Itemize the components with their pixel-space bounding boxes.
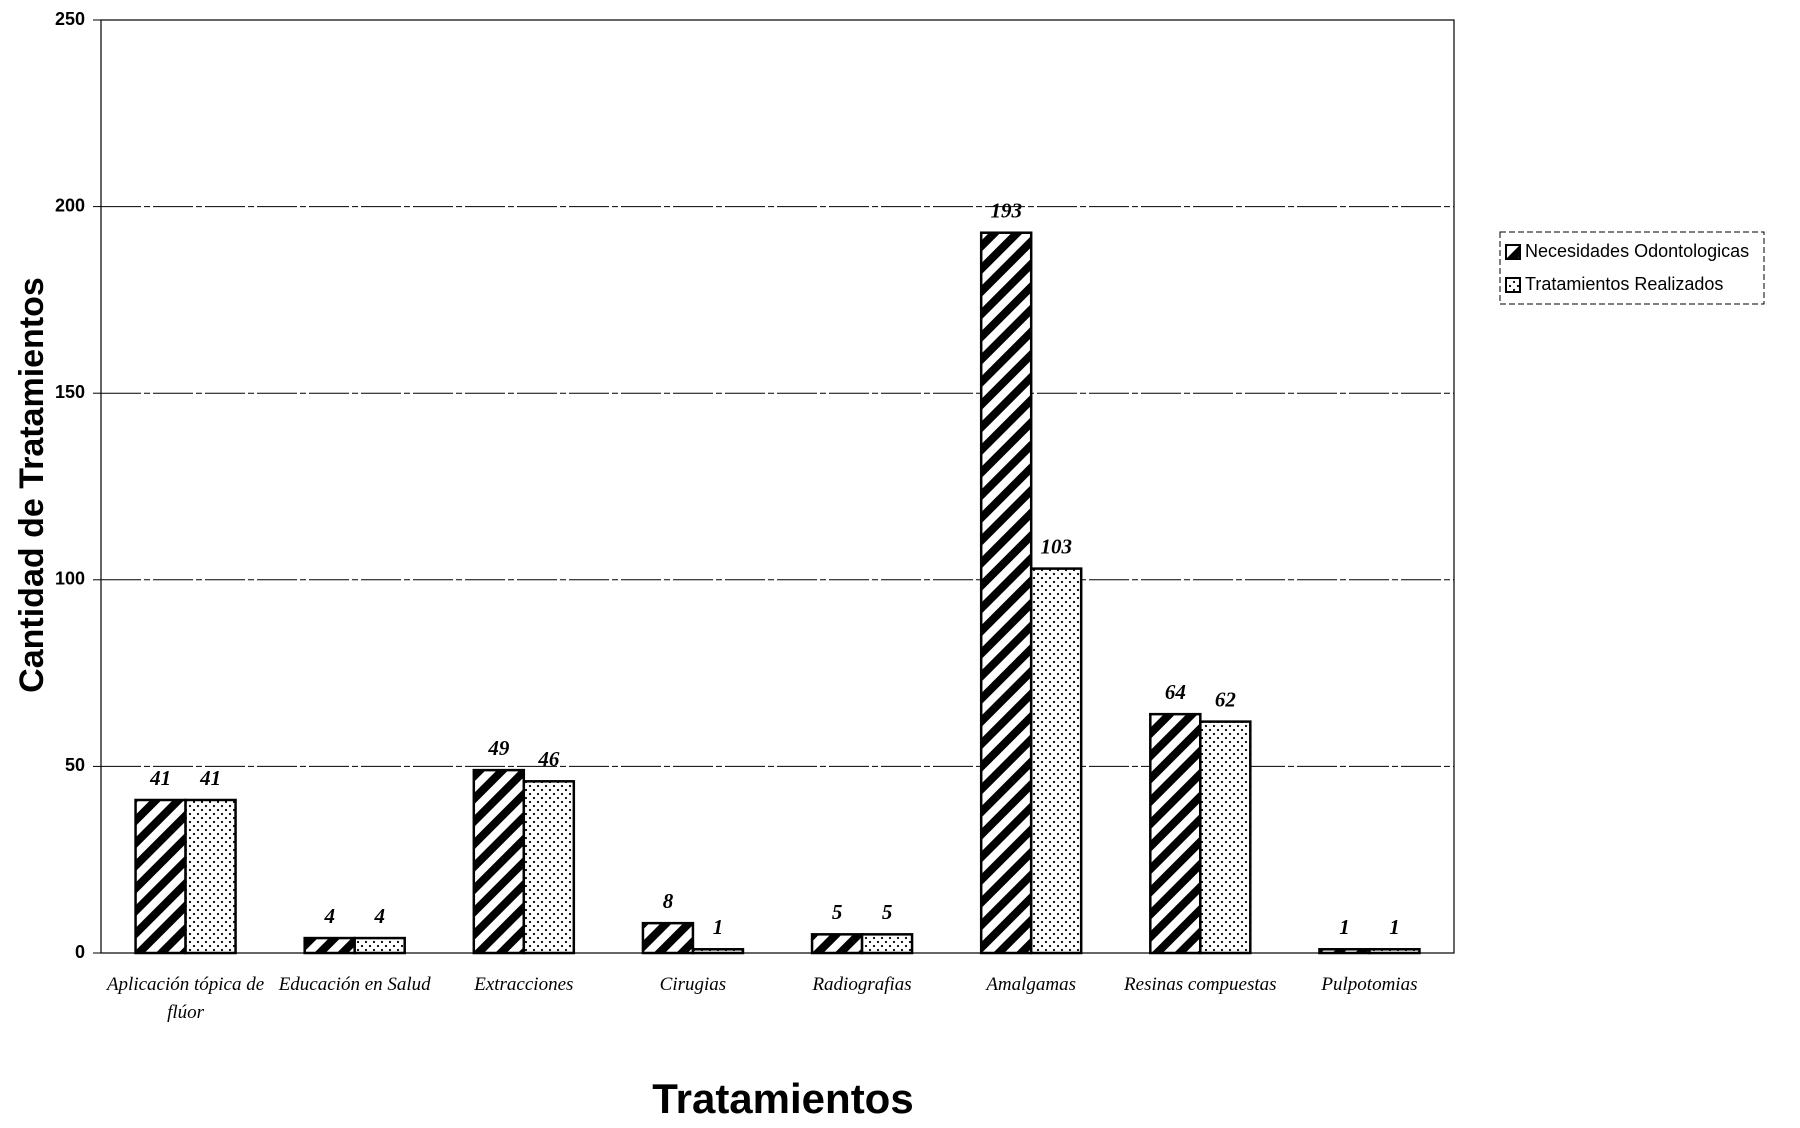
data-label: 4 [323, 904, 335, 928]
legend-swatch [1505, 244, 1521, 260]
bar [1149, 712, 1202, 955]
y-tick-label: 200 [55, 195, 85, 215]
data-label: 64 [1165, 680, 1186, 704]
bar [1199, 720, 1252, 955]
data-label: 41 [199, 766, 221, 790]
data-label: 46 [537, 747, 560, 771]
bar [810, 933, 864, 955]
x-tick-label: Resinas compuestas [1124, 974, 1277, 995]
data-label: 193 [990, 199, 1022, 223]
x-tick-label: Radiografias [812, 974, 912, 995]
y-tick-label: 250 [55, 9, 85, 29]
x-tick-label: Educación en Salud [278, 974, 431, 995]
bar [472, 768, 526, 955]
y-tick-label: 100 [55, 569, 85, 589]
legend-box [1499, 231, 1765, 305]
bar [184, 798, 237, 955]
x-tick-label: Pulpotomias [1321, 974, 1418, 995]
x-tick-label: Extracciones [474, 974, 574, 995]
bar [353, 936, 406, 955]
data-label: 5 [882, 900, 893, 924]
bar [303, 936, 356, 955]
data-label: 1 [1389, 915, 1400, 939]
x-axis-title: Tratamientos [652, 1075, 913, 1122]
data-label: 41 [149, 766, 171, 790]
legend-label: Tratamientos Realizados [1525, 274, 1723, 294]
bar [134, 798, 187, 955]
data-label: 103 [1040, 534, 1072, 558]
x-tick-label: Aplicación tópica de flúor [106, 974, 265, 1023]
data-label: 5 [832, 900, 843, 924]
bar [641, 921, 695, 955]
x-tick-label: Amalgamas [986, 974, 1077, 995]
bar [522, 780, 576, 955]
data-label: 1 [1339, 915, 1350, 939]
legend-swatch [1505, 277, 1521, 293]
bar [691, 948, 745, 955]
bar [1318, 948, 1371, 955]
data-label: 8 [663, 889, 674, 913]
data-label: 49 [487, 736, 510, 760]
y-axis-title: Cantidad de Tratamientos [13, 277, 51, 693]
bar [979, 231, 1033, 955]
x-tick-label: Cirugias [659, 974, 727, 995]
data-label: 62 [1215, 687, 1237, 711]
bar [860, 933, 914, 955]
y-tick-label: 150 [55, 382, 85, 402]
data-label: 1 [713, 915, 724, 939]
y-tick-label: 0 [75, 942, 85, 962]
bar [1029, 567, 1083, 955]
data-label: 4 [373, 904, 385, 928]
y-tick-label: 50 [65, 755, 85, 775]
legend-label: Necesidades Odontologicas [1525, 241, 1749, 261]
bar [1368, 948, 1421, 955]
